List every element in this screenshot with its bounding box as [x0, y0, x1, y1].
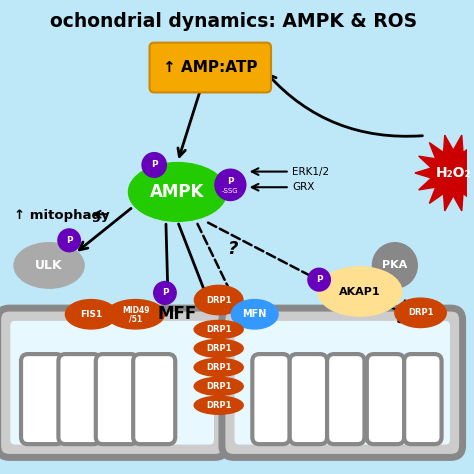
Ellipse shape: [14, 243, 84, 288]
Text: ERK1/2: ERK1/2: [292, 166, 329, 177]
Text: MFF: MFF: [158, 305, 197, 323]
Text: P: P: [151, 161, 157, 169]
FancyBboxPatch shape: [235, 321, 450, 445]
FancyBboxPatch shape: [10, 321, 214, 445]
Circle shape: [154, 282, 176, 304]
Text: ↑ AMP:ATP: ↑ AMP:ATP: [163, 60, 257, 75]
Ellipse shape: [395, 298, 446, 328]
FancyBboxPatch shape: [367, 354, 404, 444]
Text: /51: /51: [129, 315, 142, 324]
Ellipse shape: [318, 267, 402, 316]
FancyBboxPatch shape: [290, 354, 327, 444]
Text: DRP1: DRP1: [206, 344, 231, 353]
FancyBboxPatch shape: [0, 308, 227, 457]
Text: H₂O₂: H₂O₂: [436, 166, 471, 180]
Ellipse shape: [65, 300, 117, 329]
Ellipse shape: [128, 163, 227, 221]
Ellipse shape: [194, 285, 243, 315]
Circle shape: [58, 229, 81, 252]
FancyBboxPatch shape: [58, 354, 100, 444]
FancyBboxPatch shape: [327, 354, 365, 444]
FancyBboxPatch shape: [404, 354, 442, 444]
Circle shape: [373, 243, 417, 288]
FancyBboxPatch shape: [222, 308, 463, 457]
Text: ULK: ULK: [35, 259, 63, 272]
Text: FIS1: FIS1: [80, 310, 102, 319]
Text: P: P: [316, 275, 322, 284]
Text: DRP1: DRP1: [206, 325, 231, 334]
Ellipse shape: [231, 300, 278, 329]
Text: DRP1: DRP1: [206, 382, 231, 391]
FancyBboxPatch shape: [96, 354, 138, 444]
Text: PKA: PKA: [382, 260, 408, 271]
Circle shape: [308, 268, 330, 291]
Ellipse shape: [194, 396, 243, 414]
Text: GRX: GRX: [292, 182, 314, 192]
Ellipse shape: [194, 358, 243, 376]
Text: P: P: [66, 236, 73, 245]
Text: DRP1: DRP1: [206, 401, 231, 410]
Ellipse shape: [107, 300, 164, 329]
Text: -SSG: -SSG: [222, 188, 239, 193]
Polygon shape: [415, 135, 474, 211]
Circle shape: [215, 169, 246, 201]
Text: DRP1: DRP1: [206, 363, 231, 372]
FancyBboxPatch shape: [133, 354, 175, 444]
Text: AMPK: AMPK: [150, 183, 205, 201]
Text: DRP1: DRP1: [206, 296, 231, 304]
Text: AKAP1: AKAP1: [339, 286, 381, 297]
FancyBboxPatch shape: [21, 354, 63, 444]
Text: MFN: MFN: [243, 309, 267, 319]
Ellipse shape: [194, 320, 243, 338]
Text: MID49: MID49: [122, 307, 149, 315]
Text: ?: ?: [228, 240, 238, 258]
Ellipse shape: [194, 377, 243, 395]
FancyBboxPatch shape: [149, 43, 271, 92]
Text: DRP1: DRP1: [408, 309, 433, 317]
Text: ↑ mitophagy: ↑ mitophagy: [14, 209, 109, 222]
FancyBboxPatch shape: [252, 354, 290, 444]
Text: ochondrial dynamics: AMPK & ROS: ochondrial dynamics: AMPK & ROS: [50, 12, 417, 31]
Text: P: P: [162, 289, 168, 297]
Circle shape: [142, 153, 166, 177]
Text: P: P: [227, 177, 234, 185]
Ellipse shape: [194, 339, 243, 357]
